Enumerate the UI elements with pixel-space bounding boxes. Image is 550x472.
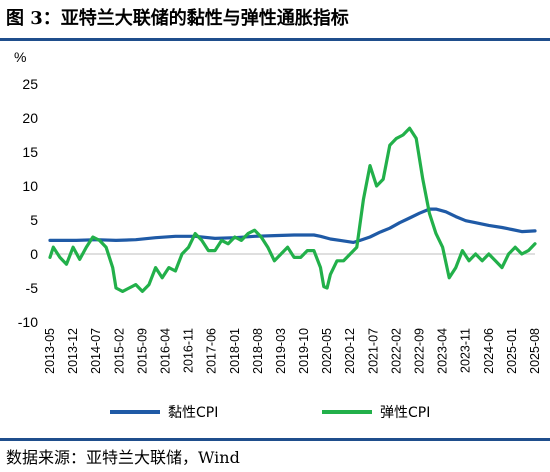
x-tick-label: 2020-12 [343, 328, 357, 374]
y-tick-label: 10 [22, 178, 38, 194]
line-chart: % -10 -5 0 5 10 15 20 25 2013-05 2013-12 2014-07 2… [14, 49, 542, 421]
legend-label: 黏性CPI [168, 405, 218, 421]
y-tick-label: -10 [18, 314, 38, 330]
y-tick-label: 20 [22, 110, 38, 126]
x-tick-label: 2019-03 [274, 328, 288, 374]
x-tick-label: 2014-07 [89, 328, 103, 374]
x-tick-label: 2018-08 [251, 328, 265, 374]
x-tick-label: 2023-04 [436, 328, 450, 374]
legend-label: 弹性CPI [380, 405, 430, 421]
y-tick-label: 25 [22, 76, 38, 92]
x-tick-label: 2015-02 [112, 328, 126, 374]
footer-divider [0, 438, 550, 441]
x-tick-label: 2013-12 [66, 328, 80, 374]
x-tick-label: 2025-08 [528, 328, 542, 374]
x-tick-label: 2017-06 [205, 328, 219, 374]
y-tick-label: 5 [30, 212, 38, 228]
x-tick-label: 2022-09 [413, 328, 427, 374]
chart-title: 图 3：亚特兰大联储的黏性与弹性通胀指标 [6, 8, 349, 29]
x-tick-label: 2022-02 [389, 328, 403, 374]
x-tick-label: 2016-11 [182, 328, 196, 373]
x-tick-label: 2018-01 [228, 328, 242, 374]
y-tick-label: -5 [26, 280, 39, 296]
y-tick-label: 15 [22, 144, 38, 160]
x-tick-label: 2019-10 [297, 328, 311, 374]
x-tick-label: 2024-06 [482, 328, 496, 374]
x-tick-label: 2016-04 [158, 328, 172, 374]
x-tick-label: 2021-07 [366, 328, 380, 374]
x-tick-label: 2023-11 [459, 328, 473, 373]
x-tick-label: 2020-05 [320, 328, 334, 374]
data-source: 数据来源：亚特兰大联储，Wind [6, 448, 240, 467]
y-tick-label: 0 [30, 246, 38, 262]
x-tick-label: 2025-01 [505, 328, 519, 374]
sticky-cpi-line [48, 207, 537, 244]
y-axis-unit-label: % [14, 49, 26, 65]
flexible-cpi-line [48, 126, 537, 293]
title-divider [0, 38, 550, 41]
x-tick-label: 2015-09 [135, 328, 149, 374]
x-tick-label: 2013-05 [43, 328, 57, 374]
